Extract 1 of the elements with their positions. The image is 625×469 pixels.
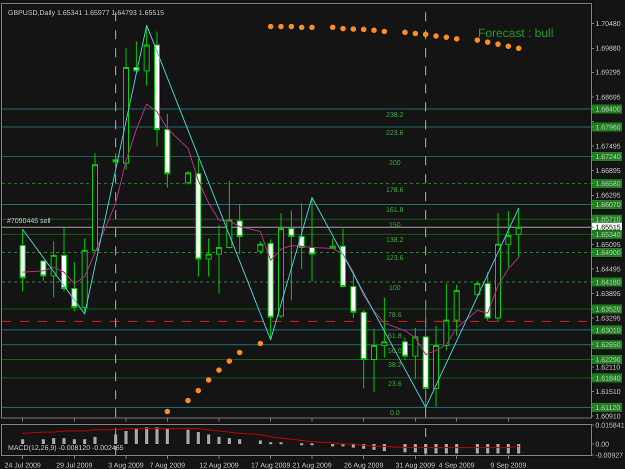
annotation: Forecast : bull xyxy=(478,26,554,40)
